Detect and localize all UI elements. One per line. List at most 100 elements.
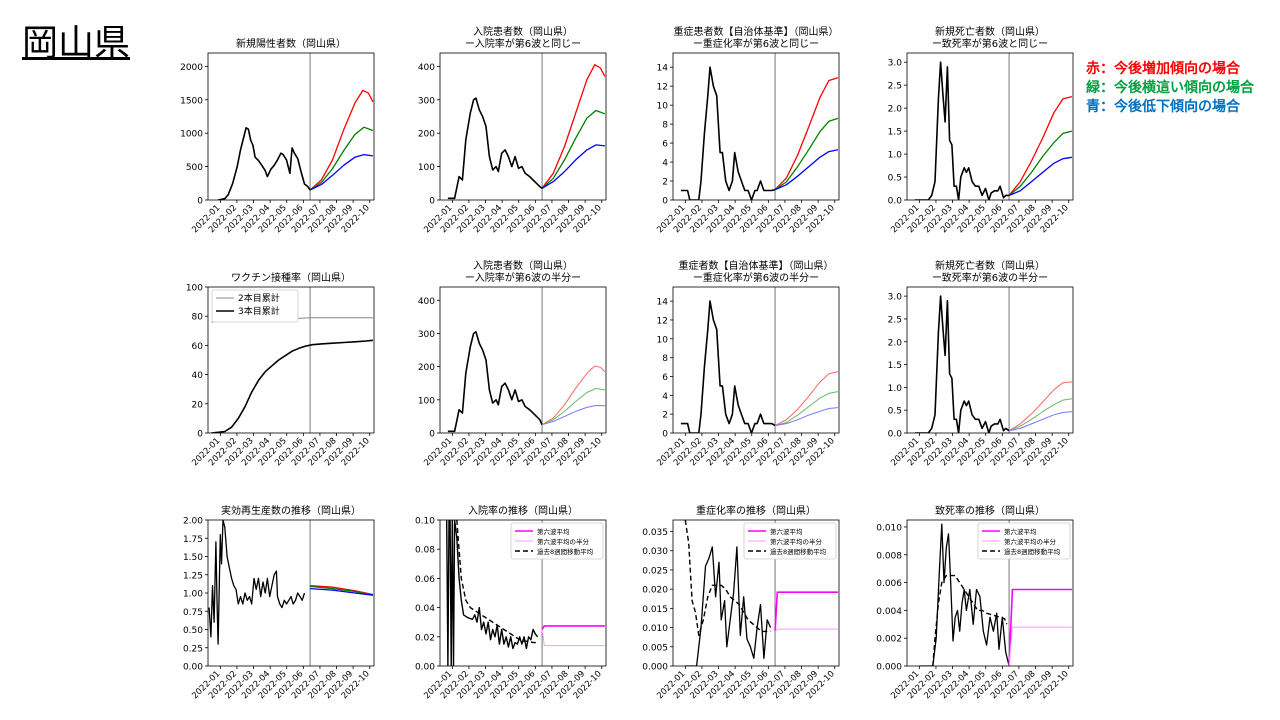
chart-title: ー重症化率が第6波の半分ー [693,271,819,284]
chart-title: 新規陽性者数（岡山県） [236,37,346,50]
chart-title: 重症患者数【自治体基準】（岡山県） [674,25,839,38]
series-line-3 [541,405,605,426]
page-title: 岡山県 [22,23,131,64]
y-tick-label: 400 [418,63,435,73]
chart-title: 致死率の推移（岡山県） [935,504,1045,517]
chart-title: 実効再生産数の推移（岡山県） [221,504,361,517]
plot-frame [207,286,375,434]
y-tick-label: 0.030 [642,547,668,557]
legend-label: 第六波平均の半分 [537,537,590,546]
chart-title: ー重症化率が第6波と同じー [693,37,819,50]
y-tick-label: 1.0 [888,151,903,161]
y-tick-label: 0 [197,197,203,207]
y-tick-label: 10 [657,335,669,345]
series-line-2 [774,391,838,426]
y-tick-label: 0.000 [642,663,668,673]
chart-death-rate: 致死率の推移（岡山県） 0.000 0.002 0.004 0.006 0.008 0.01… [876,504,1074,701]
y-tick-label: 40 [192,371,204,381]
y-tick-label: 0.008 [876,551,902,561]
y-tick-label: 1000 [180,130,203,140]
chart-title: 新規死亡者数（岡山県） [935,25,1045,38]
legend-label: 第六波平均 [1004,527,1037,536]
chart-title: 重症者数【自治体基準】（岡山県） [679,259,834,272]
series-line-1 [684,520,771,636]
y-tick-label: 0.0 [888,430,903,440]
series-line-0 [446,520,539,666]
y-tick-label: 0.035 [642,528,668,538]
series-line-2 [541,625,605,630]
series-line-1 [541,64,606,189]
legend-label: 過去8週間移動平均 [770,547,827,556]
y-tick-label: 0.005 [642,643,668,653]
y-tick-label: 4 [662,392,668,402]
series-line-3 [775,407,838,426]
series-line-0 [217,127,311,200]
legend-label: 第六波平均の半分 [1004,537,1057,546]
series-line-1 [309,89,374,191]
series-line-3 [309,153,373,191]
series-line-0 [914,295,1010,433]
y-tick-label: 0.015 [642,605,668,615]
series-line-1 [1008,95,1073,196]
chart-title: 入院患者数（岡山県） [473,259,573,272]
y-tick-label: 200 [418,363,435,373]
legend-increase: 赤：今後増加傾向の場合 [1086,61,1240,77]
y-tick-label: 0.00 [415,663,435,673]
scenario-legend: 赤：今後増加傾向の場合 緑：今後横這い傾向の場合 青：今後低下傾向の場合 [1086,60,1254,117]
series-line-0 [680,300,776,433]
y-tick-label: 8 [662,121,668,131]
series-line-3 [774,149,839,191]
y-tick-label: 1.50 [183,553,203,563]
series-line-1 [211,339,373,433]
series-line-0 [447,97,543,200]
plot-frame [439,286,607,434]
y-tick-label: 6 [662,140,668,150]
y-tick-label: 0.0 [888,197,903,207]
y-tick-label: 1.00 [183,590,203,600]
y-tick-label: 12 [657,83,668,93]
plot-frame [906,519,1074,667]
chart-severe-half: 重症者数【自治体基準】（岡山県）ー重症化率が第6波の半分ー 0 2 4 6 8 10 12 14… [655,259,840,468]
y-tick-label: 20 [192,400,204,410]
y-tick-label: 3.0 [888,293,903,303]
y-tick-label: 2.0 [888,105,903,115]
legend-label: 第六波平均 [770,527,803,536]
chart-title: ワクチン接種率（岡山県） [231,271,351,284]
legend-label: 2本目累計 [238,292,280,304]
chart-hospitalized: 入院患者数（岡山県）ー入院率が第6波と同じー01002003004002022-… [418,25,607,235]
series-line-0 [685,546,772,666]
y-tick-label: 4 [662,159,668,169]
y-tick-label: 2 [662,411,668,421]
y-tick-label: 8 [662,354,668,364]
legend-decrease: 青：今後低下傾向の場合 [1086,99,1240,115]
chart-title: 入院患者数（岡山県） [473,25,573,38]
y-tick-label: 2.00 [183,517,203,527]
chart-title: 重症化率の推移（岡山県） [696,504,816,517]
y-tick-label: 0.025 [642,566,668,576]
y-tick-label: 10 [657,102,669,112]
chart-rt: 実効再生産数の推移（岡山県） 0.00 0.25 0.50 0.75 1.00 1.25 1.… [183,504,375,701]
chart-vaccination: ワクチン接種率（岡山県）0204060801002022-012022-0220… [186,271,375,468]
series-line-2 [1008,398,1072,432]
y-tick-label: 0.5 [888,407,902,417]
y-tick-label: 2 [662,178,668,188]
y-tick-label: 1.25 [183,571,203,581]
y-tick-label: 14 [657,64,669,74]
y-tick-label: 0.002 [876,635,902,645]
chart-severe-rate: 重症化率の推移（岡山県） 0.000 0.005 0.010 0.015 0.020 0.0… [642,504,840,701]
y-tick-label: 2000 [180,63,203,73]
y-tick-label: 1500 [180,96,203,106]
y-tick-label: 60 [192,342,204,352]
series-line-0 [680,66,776,200]
plot-frame [439,52,607,201]
y-tick-label: 0 [662,430,668,440]
y-tick-label: 0 [197,430,203,440]
y-tick-label: 1.75 [183,535,203,545]
y-tick-label: 0.02 [415,633,435,643]
y-tick-label: 1.0 [888,384,903,394]
chart-title: ー入院率が第6波の半分ー [465,271,581,284]
plot-frame [672,52,840,201]
series-line-1 [932,574,1008,666]
plot-frame [672,286,840,434]
y-tick-label: 3.0 [888,59,903,69]
